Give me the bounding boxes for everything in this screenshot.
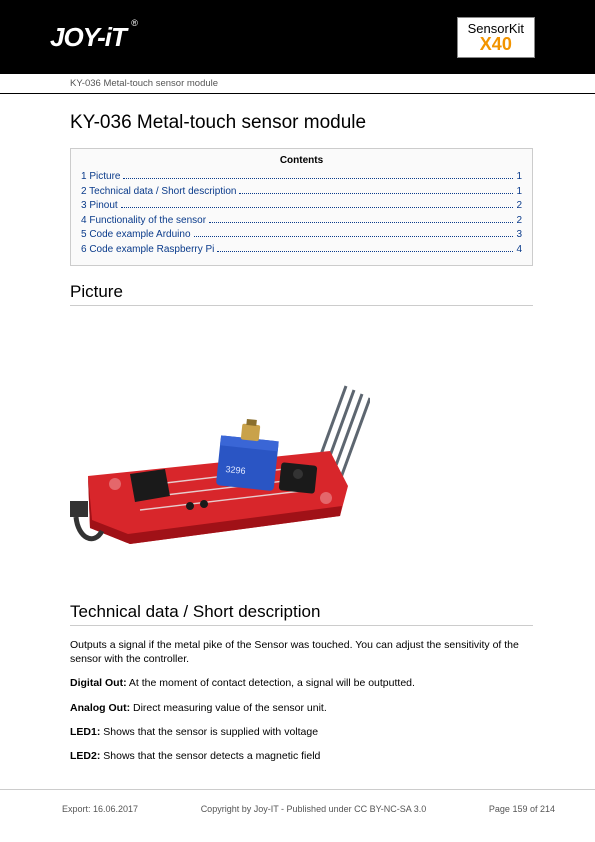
toc-page: 4 xyxy=(516,243,522,258)
toc-dots xyxy=(239,193,513,194)
header-subtitle: KY-036 Metal-touch sensor module xyxy=(0,74,595,94)
led1-label: LED1: xyxy=(70,726,100,738)
content-area: KY-036 Metal-touch sensor module Content… xyxy=(0,94,595,763)
section-techdata-heading: Technical data / Short description xyxy=(70,602,533,626)
svg-text:3296: 3296 xyxy=(225,464,246,476)
toc-page: 2 xyxy=(516,199,522,214)
toc-label: 5 Code example Arduino xyxy=(81,228,191,243)
joyit-logo: JOY-iT ® xyxy=(50,22,126,53)
footer-copyright: Copyright by Joy-IT - Published under CC… xyxy=(201,804,427,814)
desc-led2: LED2: Shows that the sensor detects a ma… xyxy=(70,749,533,763)
sensorkit-badge: SensorKit X40 xyxy=(457,17,535,58)
toc-dots xyxy=(123,178,513,179)
toc-row[interactable]: 5 Code example Arduino 3 xyxy=(81,228,522,243)
footer-export: Export: 16.06.2017 xyxy=(62,804,138,814)
toc-dots xyxy=(209,222,513,223)
toc-row[interactable]: 3 Pinout 2 xyxy=(81,199,522,214)
toc-row[interactable]: 4 Functionality of the sensor 2 xyxy=(81,214,522,229)
page-title: KY-036 Metal-touch sensor module xyxy=(70,112,533,134)
registered-mark: ® xyxy=(131,18,138,28)
desc-led1: LED1: Shows that the sensor is supplied … xyxy=(70,725,533,739)
badge-line1: SensorKit xyxy=(468,22,524,35)
digital-out-label: Digital Out: xyxy=(70,677,127,689)
led2-label: LED2: xyxy=(70,750,100,762)
toc-row[interactable]: 2 Technical data / Short description 1 xyxy=(81,185,522,200)
toc-row[interactable]: 6 Code example Raspberry Pi 4 xyxy=(81,243,522,258)
toc-label: 2 Technical data / Short description xyxy=(81,185,236,200)
toc-dots xyxy=(217,251,513,252)
toc-page: 3 xyxy=(516,228,522,243)
section-picture-heading: Picture xyxy=(70,282,533,306)
desc-intro: Outputs a signal if the metal pike of th… xyxy=(70,638,533,666)
description: Outputs a signal if the metal pike of th… xyxy=(70,638,533,763)
led1-text: Shows that the sensor is supplied with v… xyxy=(100,726,318,738)
toc-label: 6 Code example Raspberry Pi xyxy=(81,243,214,258)
toc-label: 3 Pinout xyxy=(81,199,118,214)
toc-page: 2 xyxy=(516,214,522,229)
header-bar: JOY-iT ® SensorKit X40 xyxy=(0,0,595,74)
toc-page: 1 xyxy=(516,185,522,200)
toc-row[interactable]: 1 Picture 1 xyxy=(81,170,522,185)
analog-out-label: Analog Out: xyxy=(70,702,130,714)
analog-out-text: Direct measuring value of the sensor uni… xyxy=(130,702,327,714)
toc-title: Contents xyxy=(81,155,522,166)
badge-line2: X40 xyxy=(468,35,524,53)
desc-analog: Analog Out: Direct measuring value of th… xyxy=(70,701,533,715)
product-picture: 3296 xyxy=(70,318,533,596)
joyit-logo-text: JOY-iT xyxy=(50,22,126,52)
sensor-module-illustration: 3296 xyxy=(70,356,370,576)
toc-dots xyxy=(194,236,514,237)
table-of-contents: Contents 1 Picture 12 Technical data / S… xyxy=(70,148,533,266)
toc-label: 4 Functionality of the sensor xyxy=(81,214,206,229)
footer-page: Page 159 of 214 xyxy=(489,804,555,814)
toc-page: 1 xyxy=(516,170,522,185)
led2-text: Shows that the sensor detects a magnetic… xyxy=(100,750,320,762)
toc-dots xyxy=(121,207,514,208)
digital-out-text: At the moment of contact detection, a si… xyxy=(127,677,415,689)
toc-label: 1 Picture xyxy=(81,170,120,185)
footer: Export: 16.06.2017 Copyright by Joy-IT -… xyxy=(0,789,595,814)
desc-digital: Digital Out: At the moment of contact de… xyxy=(70,676,533,690)
